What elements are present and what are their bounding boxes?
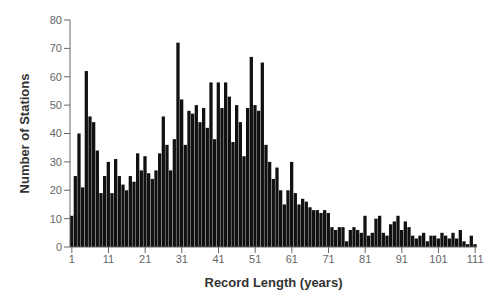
svg-text:0: 0	[56, 241, 62, 253]
svg-text:70: 70	[50, 42, 62, 54]
svg-text:40: 40	[50, 127, 62, 139]
svg-text:20: 20	[50, 184, 62, 196]
svg-text:10: 10	[50, 213, 62, 225]
svg-text:91: 91	[396, 253, 408, 265]
svg-text:61: 61	[286, 253, 298, 265]
svg-text:Record Length (years): Record Length (years)	[205, 275, 343, 290]
svg-text:21: 21	[139, 253, 151, 265]
svg-text:50: 50	[50, 99, 62, 111]
svg-text:51: 51	[249, 253, 261, 265]
svg-text:80: 80	[50, 14, 62, 26]
svg-text:101: 101	[429, 253, 447, 265]
svg-text:41: 41	[212, 253, 224, 265]
svg-text:11: 11	[103, 253, 114, 265]
svg-text:1: 1	[69, 253, 75, 265]
svg-text:Number of Stations: Number of Stations	[17, 74, 32, 194]
svg-text:30: 30	[50, 156, 62, 168]
svg-text:71: 71	[322, 253, 334, 265]
svg-text:111: 111	[467, 253, 484, 265]
svg-text:60: 60	[50, 71, 62, 83]
svg-text:81: 81	[359, 253, 371, 265]
svg-text:31: 31	[176, 253, 188, 265]
